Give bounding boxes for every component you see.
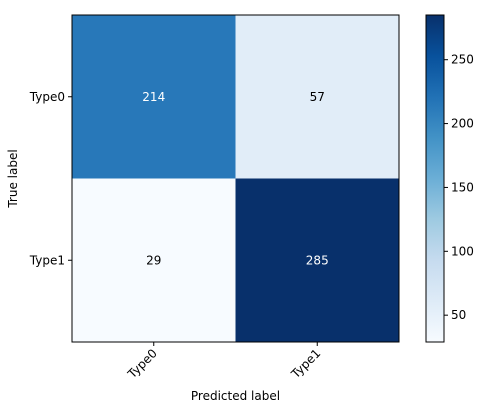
x-axis-label: Predicted label [191,389,280,403]
cell-value-label-r1-c1: 285 [306,253,329,267]
plot-frame [71,14,400,343]
heatmap-cell-r0-c0 [72,15,236,179]
heatmap-cell-r1-c1 [235,178,399,342]
cell-value-label-r0-c0: 214 [142,90,165,104]
heatmap-cell-r0-c1 [235,15,399,179]
colorbar-tick-label-3: 200 [451,117,474,131]
x-tick-label-1: Type1 [288,346,323,381]
heatmap-cell-labels: 214 57 29 285 [142,90,328,268]
colorbar-tick-label-2: 150 [451,180,474,194]
heatmap-cell-r1-c0 [72,178,236,342]
x-axis-ticks: Type0 Type1 [124,342,323,382]
colorbar: 50 100 150 200 250 [425,14,474,343]
colorbar-frame [425,14,445,343]
colorbar-tick-label-0: 50 [451,308,466,322]
y-axis-ticks: Type0 Type1 [29,90,72,267]
colorbar-gradient [426,15,444,342]
colorbar-tick-label-4: 250 [451,53,474,67]
y-tick-label-0: Type0 [29,90,65,104]
y-tick-label-1: Type1 [29,253,65,267]
heatmap-cells [72,15,399,342]
y-axis-label: True label [6,149,20,208]
colorbar-tick-label-1: 100 [451,244,474,258]
cell-value-label-r0-c1: 57 [310,90,325,104]
x-tick-label-0: Type0 [124,346,159,381]
cell-value-label-r1-c0: 29 [146,253,161,267]
